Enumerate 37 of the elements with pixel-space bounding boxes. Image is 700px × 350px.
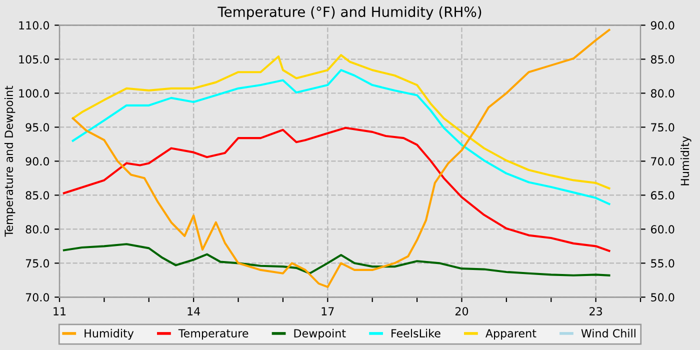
chart-title: Temperature (°F) and Humidity (RH%) — [218, 6, 482, 20]
y-tick-label: 80.0 — [26, 225, 50, 234]
legend-label: Temperature — [178, 329, 248, 340]
y2-tick-label: 80.0 — [650, 89, 674, 98]
x-tick-label: 11 — [54, 307, 66, 316]
x-tick-label: 20 — [455, 307, 468, 316]
y2-tick-label: 75.0 — [651, 123, 674, 132]
y2-tick-label: 70.0 — [651, 157, 674, 166]
y-axis-title: Temperature and Dewpoint — [4, 86, 16, 237]
y2-tick-label: 55.0 — [651, 259, 674, 268]
legend-label: FeelsLike — [392, 328, 440, 338]
line-series — [62, 126, 610, 252]
y-tick-label: 75.0 — [26, 259, 50, 268]
y-tick-label: 110.0 — [19, 21, 50, 30]
line-series — [62, 243, 610, 276]
y-tick-label: 90.0 — [26, 157, 50, 166]
y2-tick-label: 50.0 — [651, 293, 674, 302]
y2-tick-label: 60.0 — [651, 225, 674, 234]
y2-tick-label: 90.0 — [650, 21, 674, 30]
y-tick-label: 85.0 — [26, 191, 50, 200]
line-series — [72, 54, 610, 190]
y-tick-label: 105.0 — [19, 55, 50, 64]
x-tick-label: 23 — [590, 307, 602, 316]
y2-axis-title: Humidity — [680, 136, 692, 186]
y2-tick-label: 85.0 — [650, 55, 674, 64]
x-tick-label: 14 — [188, 307, 200, 316]
line-series — [72, 28, 610, 288]
y-tick-label: 95.0 — [26, 123, 50, 132]
legend-label: Dewpoint — [294, 328, 346, 340]
legend-label: Apparent — [485, 329, 536, 340]
legend-label: Wind Chill — [581, 328, 636, 338]
x-tick-label: 17 — [322, 307, 334, 316]
line-series — [72, 69, 610, 206]
legend-label: Humidity — [84, 328, 134, 340]
y2-tick-label: 65.0 — [651, 191, 674, 200]
y-tick-label: 70.0 — [26, 293, 50, 302]
y-tick-label: 100.0 — [19, 89, 50, 98]
